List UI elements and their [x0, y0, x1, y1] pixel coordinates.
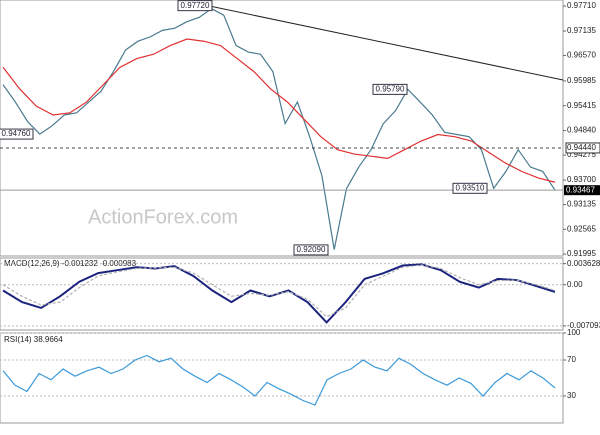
y-tick-label: 0.00 — [567, 280, 583, 289]
series-line — [2, 263, 556, 324]
y-tick-label: 70 — [567, 355, 576, 364]
series-line — [2, 7, 556, 250]
y-tick-label: 0.95415 — [567, 101, 596, 110]
annotation-label: 0.97720 — [181, 1, 210, 10]
y-tick-label: 0.96570 — [567, 51, 596, 60]
annotation-box — [452, 182, 488, 194]
y-tick-label: 0.93700 — [567, 175, 596, 184]
level-label: 0.94440 — [567, 143, 596, 152]
annotation-box — [0, 128, 34, 140]
y-tick-label: 0.95985 — [567, 76, 596, 85]
y-tick-label: 0.92565 — [567, 224, 596, 233]
series-line — [2, 354, 556, 406]
y-tick-label: 0.97710 — [567, 1, 596, 10]
trend-line — [199, 3, 564, 81]
y-tick-label: 0.003628 — [567, 259, 600, 268]
rsi-panel — [0, 332, 564, 424]
y-tick-label: 0.97135 — [567, 26, 596, 35]
rsi-title: RSI(14) 38.9664 — [4, 335, 63, 344]
y-tick-label: 0.94275 — [567, 150, 596, 159]
macd-title: MACD(12,26,9) -0.001232 -0.000983 — [4, 259, 137, 268]
annotation-box — [372, 83, 408, 95]
annotation-box — [177, 0, 213, 12]
watermark: ActionForex.com — [88, 206, 238, 228]
last-label: 0.93467 — [566, 185, 595, 194]
macd-panel — [0, 257, 564, 331]
y-tick-label: 30 — [567, 391, 576, 400]
y-tick-label: 0.93135 — [567, 200, 596, 209]
y-tick-label: -0.007093 — [567, 321, 600, 330]
series-line — [2, 264, 556, 318]
annotation-label: 0.93510 — [456, 183, 485, 192]
last-box — [564, 185, 600, 196]
annotation-label: 0.92090 — [297, 245, 326, 254]
annotation-label: 0.95790 — [376, 84, 405, 93]
series-line — [2, 38, 556, 183]
annotation-label: 0.94760 — [2, 129, 31, 138]
y-tick-label: 100 — [567, 328, 581, 337]
level-box — [565, 142, 600, 154]
y-tick-label: 0.94840 — [567, 126, 596, 135]
price-panel — [0, 0, 564, 257]
y-tick-label: 0.91995 — [567, 249, 596, 258]
annotation-box — [293, 244, 329, 256]
